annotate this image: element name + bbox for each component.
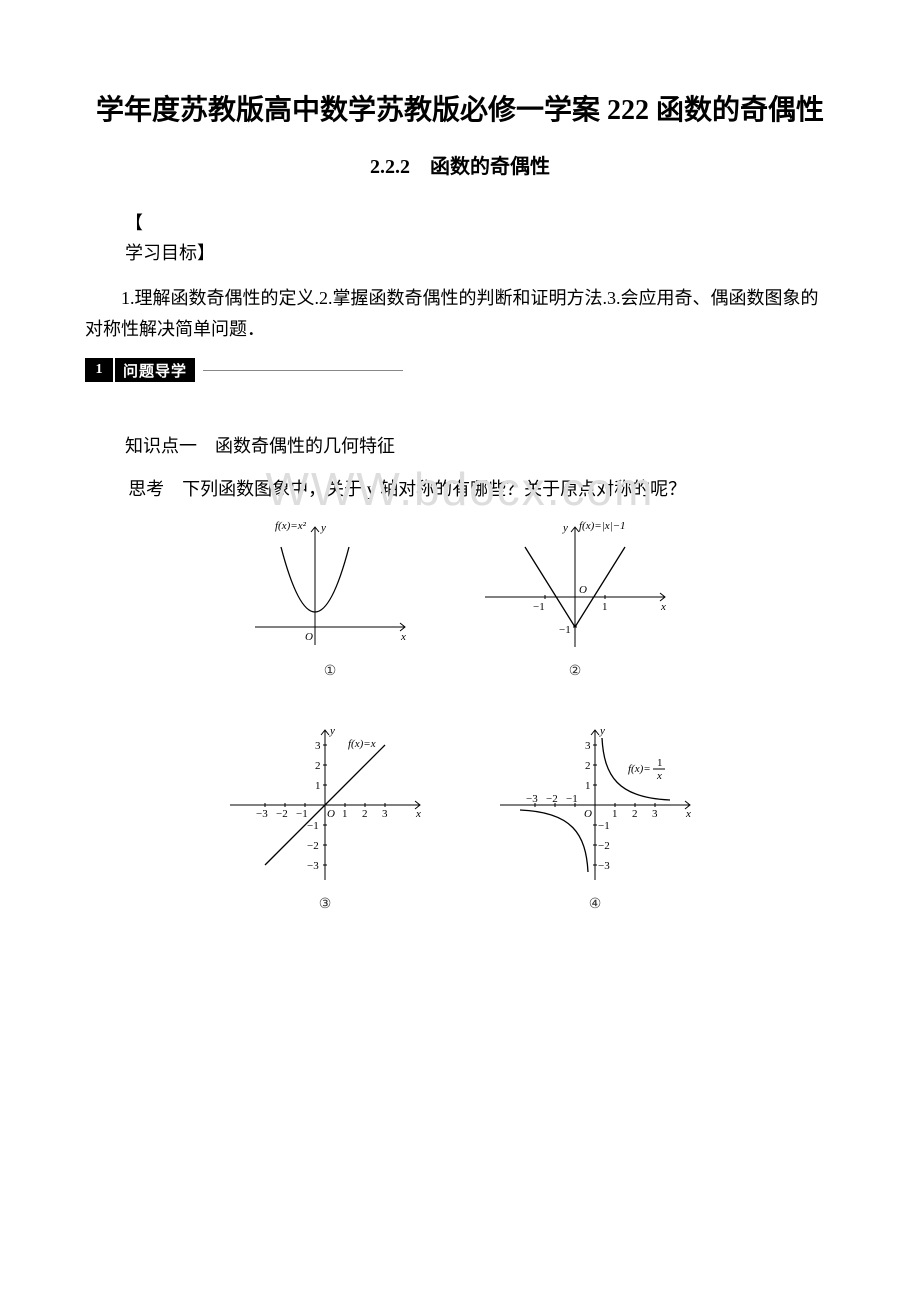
graph-3-yt-n3: −3 <box>307 860 319 872</box>
box-header: 1 问题导学 <box>85 358 835 382</box>
graph-3: f(x)=x y O x −3 −2 −1 1 2 3 3 2 1 −1 −2 … <box>220 720 430 913</box>
graph-3-xlabel: x <box>415 808 421 820</box>
graph-3-xt-n3: −3 <box>256 808 268 820</box>
graph-1-xlabel: x <box>400 631 406 643</box>
objectives-text: 1.理解函数奇偶性的定义.2.掌握函数奇偶性的判断和证明方法.3.会应用奇、偶函… <box>85 283 835 344</box>
graph-3-yt-n1: −1 <box>307 820 319 832</box>
graph-2-xlabel: x <box>660 601 666 613</box>
graph-3-yt-2: 2 <box>315 760 321 772</box>
bracket-open: 【 <box>125 209 835 235</box>
graph-1-ylabel: y <box>320 522 326 534</box>
graph-3-svg: f(x)=x y O x −3 −2 −1 1 2 3 3 2 1 −1 −2 … <box>220 720 430 890</box>
box-number: 1 <box>85 358 113 382</box>
graph-4: y O x f(x)= 1 x −3 −2 −1 1 2 3 3 2 1 −1 … <box>490 720 700 913</box>
graph-2-neg1: −1 <box>533 601 545 613</box>
graph-4-frac-bot: x <box>656 770 662 782</box>
graph-4-formula-left: f(x)= <box>628 763 651 775</box>
knowledge-point-heading: 知识点一 函数奇偶性的几何特征 <box>125 432 835 458</box>
graph-4-yt-3: 3 <box>585 740 591 752</box>
graph-row-1: f(x)=x² y O x ① f(x)=|x|−1 y O x −1 1 −1… <box>85 517 835 680</box>
graph-1-origin: O <box>305 631 313 643</box>
graph-4-xt-1: 1 <box>612 808 618 820</box>
graph-3-yt-n2: −2 <box>307 840 319 852</box>
graph-3-circle-label: ③ <box>220 896 430 913</box>
graph-1-circle-label: ① <box>245 663 415 680</box>
subtitle: 2.2.2 函数的奇偶性 <box>85 150 835 179</box>
think-question: 思考 下列函数图象中，关于 y 轴对称的有哪些？关于原点对称的呢？ <box>85 474 835 505</box>
graph-3-yt-3: 3 <box>315 740 321 752</box>
graph-2-origin: O <box>579 584 587 596</box>
graph-row-2: f(x)=x y O x −3 −2 −1 1 2 3 3 2 1 −1 −2 … <box>85 720 835 913</box>
graph-4-yt-n2: −2 <box>598 840 610 852</box>
graph-4-xt-n3: −3 <box>526 793 538 805</box>
graph-3-formula: f(x)=x <box>348 738 376 750</box>
graph-4-xlabel: x <box>685 808 691 820</box>
graph-4-xt-2: 2 <box>632 808 638 820</box>
graph-4-frac-top: 1 <box>657 757 663 769</box>
graph-3-origin: O <box>327 808 335 820</box>
graph-4-xt-3: 3 <box>652 808 658 820</box>
graph-4-xt-n2: −2 <box>546 793 558 805</box>
graph-4-yt-n1: −1 <box>598 820 610 832</box>
graph-2-pos1: 1 <box>602 601 608 613</box>
box-divider <box>203 370 403 371</box>
graph-4-yt-n3: −3 <box>598 860 610 872</box>
graph-1: f(x)=x² y O x ① <box>245 517 415 680</box>
graph-3-xt-2: 2 <box>362 808 368 820</box>
graph-1-formula: f(x)=x² <box>275 520 307 532</box>
graph-2-svg: f(x)=|x|−1 y O x −1 1 −1 <box>475 517 675 657</box>
think-question-text: 思考 下列函数图象中，关于 y 轴对称的有哪些？关于原点对称的呢？ <box>128 479 686 499</box>
graph-4-circle-label: ④ <box>490 896 700 913</box>
graph-4-yt-1: 1 <box>585 780 591 792</box>
section-label: 学习目标】 <box>125 239 835 265</box>
graph-2: f(x)=|x|−1 y O x −1 1 −1 ② <box>475 517 675 680</box>
graph-2-ylabel: y <box>562 522 568 534</box>
box-label: 问题导学 <box>115 358 195 382</box>
graph-3-xt-n1: −1 <box>296 808 308 820</box>
graph-3-yt-1: 1 <box>315 780 321 792</box>
graph-4-ylabel: y <box>599 725 605 737</box>
graph-4-yt-2: 2 <box>585 760 591 772</box>
graph-2-formula: f(x)=|x|−1 <box>579 520 626 532</box>
graph-4-xt-n1: −1 <box>566 793 578 805</box>
graph-3-xt-3: 3 <box>382 808 388 820</box>
graph-4-origin: O <box>584 808 592 820</box>
graph-3-ylabel: y <box>329 725 335 737</box>
graph-2-ymin: −1 <box>559 624 571 636</box>
graph-2-circle-label: ② <box>475 663 675 680</box>
graph-1-svg: f(x)=x² y O x <box>245 517 415 657</box>
graph-3-xt-1: 1 <box>342 808 348 820</box>
graph-4-svg: y O x f(x)= 1 x −3 −2 −1 1 2 3 3 2 1 −1 … <box>490 720 700 890</box>
main-title: 学年度苏教版高中数学苏教版必修一学案 222 函数的奇偶性 <box>85 90 835 132</box>
graph-3-xt-n2: −2 <box>276 808 288 820</box>
